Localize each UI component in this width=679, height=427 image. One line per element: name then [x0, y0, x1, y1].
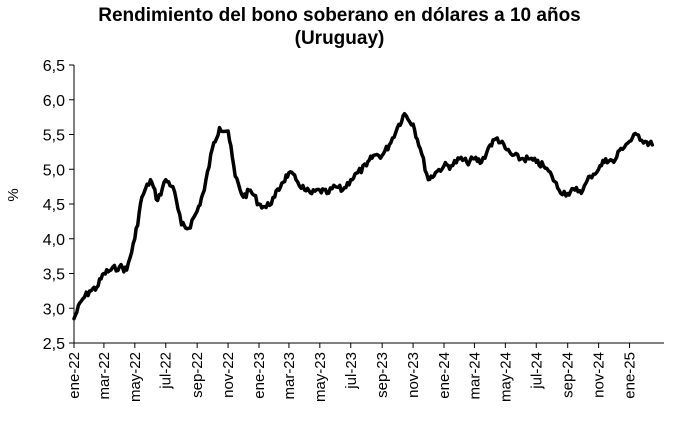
x-tick-label: mar-22 — [96, 352, 113, 400]
x-tick-label: jul-24 — [528, 352, 545, 390]
x-tick-label: sep-23 — [374, 352, 391, 398]
y-tick-label: 2,5 — [43, 336, 65, 353]
series-line — [72, 111, 655, 321]
x-tick-label: nov-24 — [591, 352, 608, 398]
y-tick-label: 4,5 — [43, 197, 65, 214]
x-tick-label: may-23 — [312, 352, 329, 402]
y-tick-label: 3,5 — [43, 267, 65, 284]
x-tick-label: mar-24 — [466, 352, 483, 400]
x-tick-label: ene-24 — [436, 352, 453, 399]
y-tick-label: 6,0 — [43, 93, 65, 110]
x-tick-label: may-24 — [497, 352, 514, 402]
x-axis: ene-22 mar-22 may-22 jul-22 sep-22 nov-22 ene-… — [66, 342, 664, 402]
x-tick-label: ene-25 — [622, 352, 639, 399]
x-tick-label: sep-24 — [560, 352, 577, 398]
x-tick-label: jul-23 — [343, 352, 360, 390]
x-tick-label: mar-23 — [281, 352, 298, 400]
x-tick-label: may-22 — [127, 352, 144, 402]
y-axis: 2,5 3,0 3,5 4,0 4,5 5,0 5,5 6,0 6,5 — [43, 58, 75, 353]
y-tick-label: 3,0 — [43, 301, 65, 318]
x-tick-label: ene-23 — [251, 352, 268, 399]
y-tick-label: 5,0 — [43, 162, 65, 179]
x-tick-label: nov-22 — [220, 352, 237, 398]
y-axis-label: % — [5, 188, 22, 201]
x-tick-label: sep-22 — [189, 352, 206, 398]
plot-area — [72, 111, 655, 321]
y-tick-label: 4,0 — [43, 232, 65, 249]
x-tick-label: ene-22 — [66, 352, 83, 399]
y-tick-label: 5,5 — [43, 128, 65, 145]
chart-subtitle: (Uruguay) — [294, 28, 385, 49]
chart-title: Rendimiento del bono soberano en dólares… — [98, 5, 581, 26]
y-tick-label: 6,5 — [43, 58, 65, 75]
x-tick-label: jul-22 — [158, 352, 175, 390]
x-tick-label: nov-23 — [405, 352, 422, 398]
